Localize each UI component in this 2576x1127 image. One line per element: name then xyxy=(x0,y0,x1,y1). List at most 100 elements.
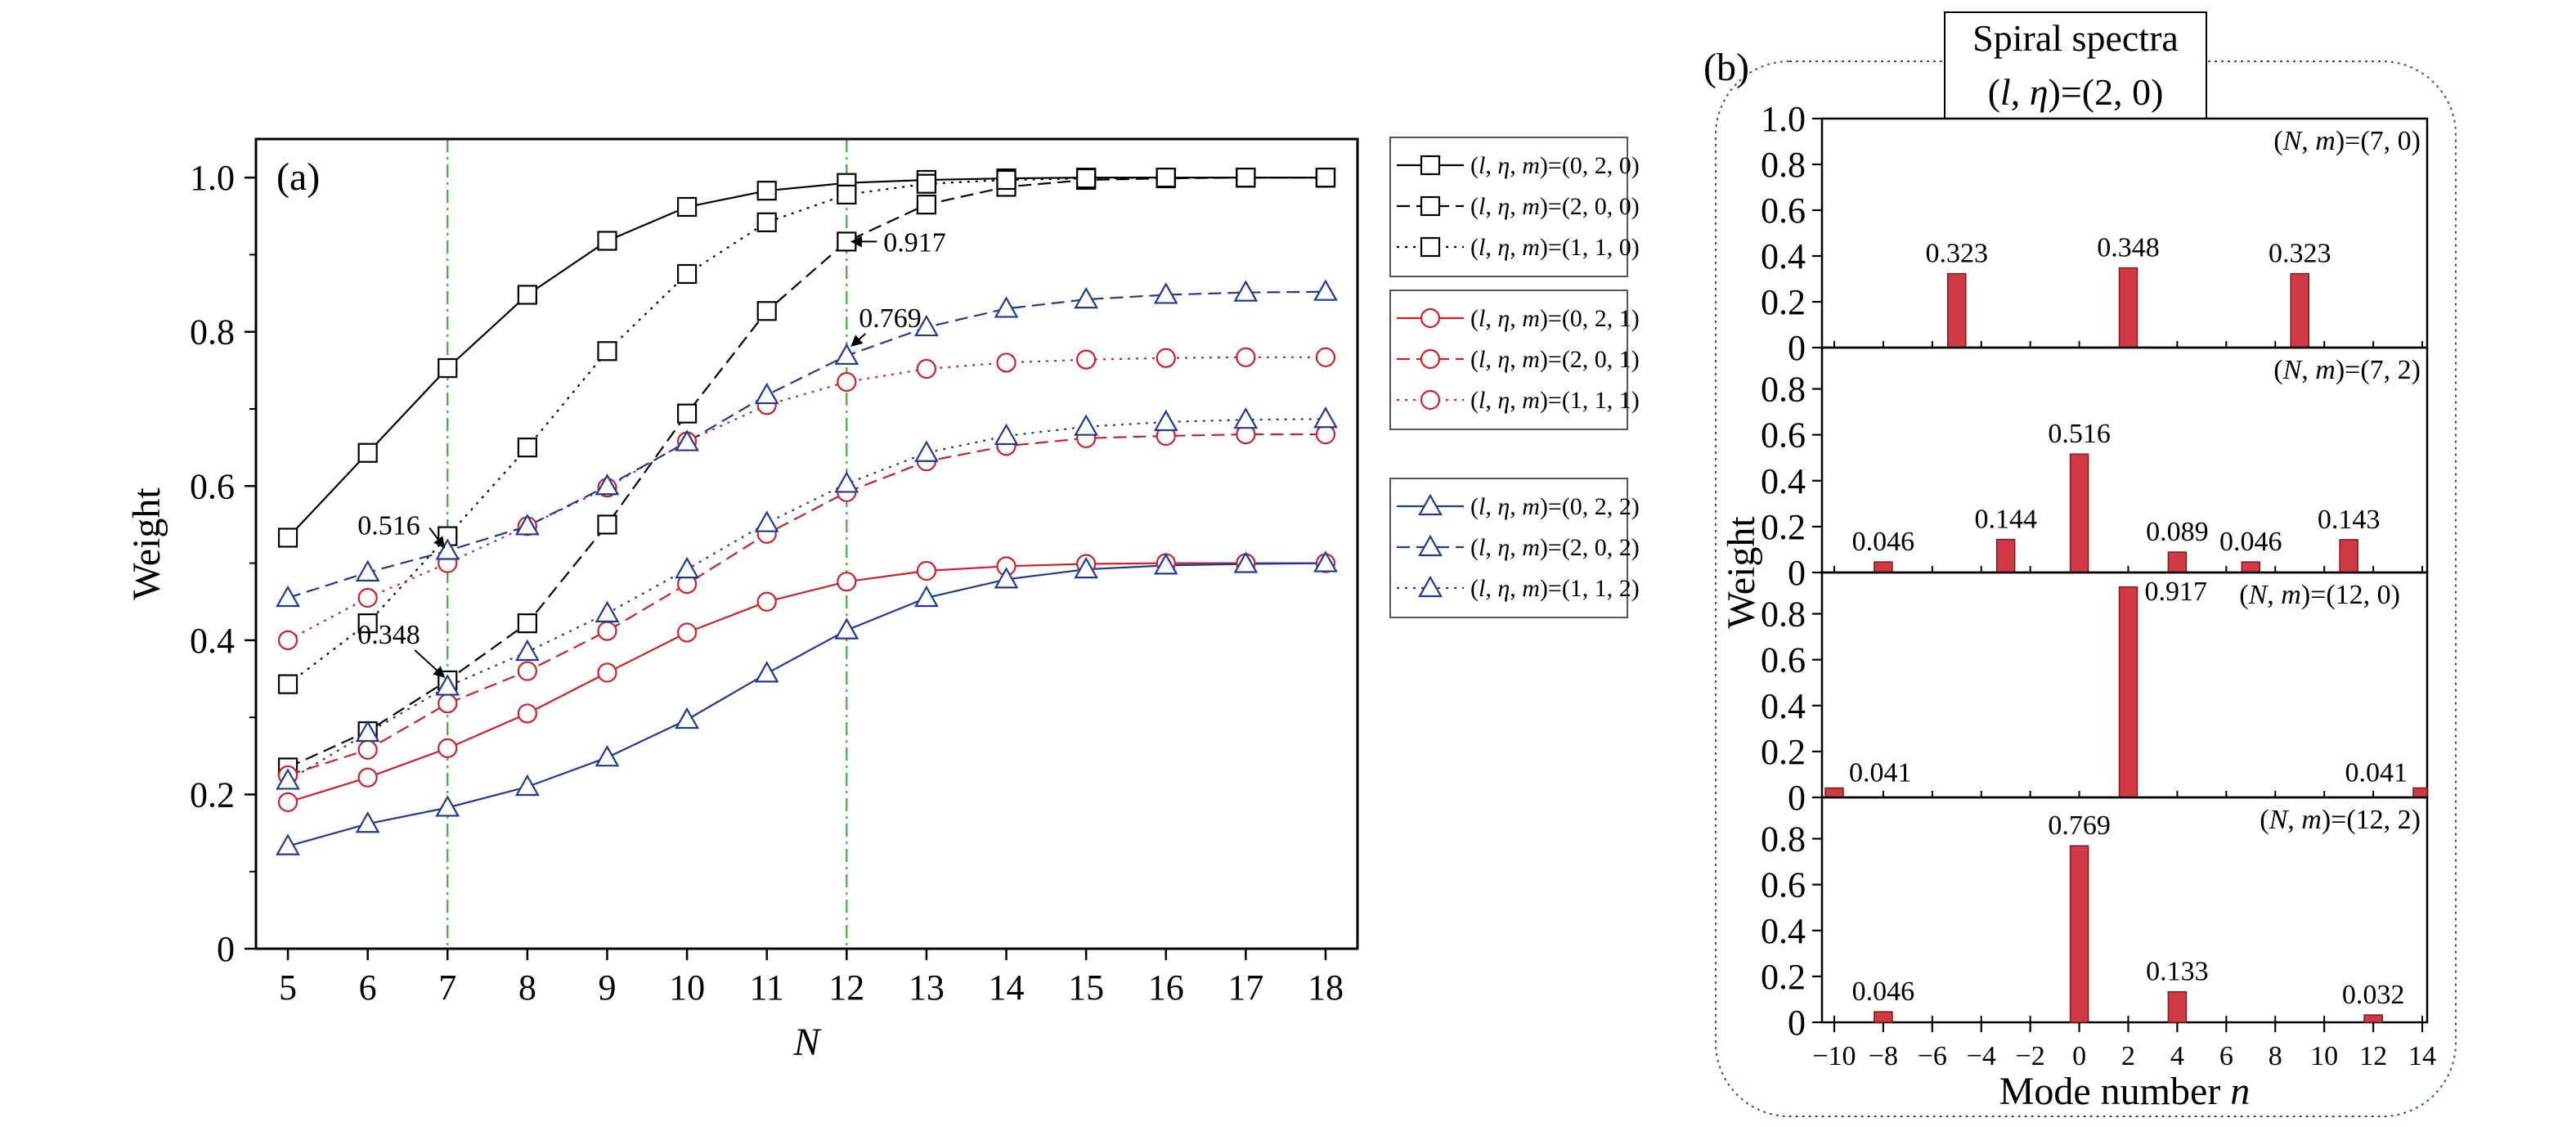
series-7-point-13 xyxy=(914,314,939,337)
series-3-point-8 xyxy=(517,703,537,724)
series-3-point-9 xyxy=(597,662,617,683)
y-tick-label-5: 1.0 xyxy=(190,158,235,198)
series-1-point-10 xyxy=(676,403,698,424)
y-tick-label-4: 0.8 xyxy=(190,312,235,352)
bar-2-n0 xyxy=(2069,453,2089,573)
subplot-3-ytick-label-4: 0.8 xyxy=(1761,595,1806,635)
series-line-2 xyxy=(287,177,1326,685)
bar-4-n0 xyxy=(2069,845,2089,1023)
bar-2-n-3 xyxy=(1995,538,2016,573)
plot-frame-a xyxy=(254,137,1359,950)
series-7-point-15 xyxy=(1074,286,1099,309)
x-tick-label-18: 18 xyxy=(1308,968,1344,1008)
x-tick-label-12: 12 xyxy=(828,968,864,1008)
x-tick-label-15: 15 xyxy=(1068,968,1104,1008)
series-0-point-11 xyxy=(756,181,777,201)
legend-label-1: (l, η, m)=(2, 0, 0) xyxy=(1470,193,1640,220)
series-2-point-12 xyxy=(837,184,857,204)
x-tick-label-6: 6 xyxy=(359,968,377,1008)
series-line-8 xyxy=(287,418,1326,782)
series-6-point-5 xyxy=(276,833,300,855)
series-0-point-5 xyxy=(277,528,298,548)
b-xtick-label-4: 4 xyxy=(2170,1041,2184,1071)
x-tick-label-7: 7 xyxy=(438,968,456,1008)
series-5-point-12 xyxy=(837,371,857,393)
bar-label-3-n2: 0.917 xyxy=(2144,577,2207,607)
subplot-label-2: (N, m)=(7, 2) xyxy=(2273,355,2421,385)
legend-marker-8 xyxy=(1418,575,1443,598)
series-8-point-15 xyxy=(1074,414,1099,436)
bar-2-n11 xyxy=(2339,539,2358,573)
bar-label-2-n-3: 0.144 xyxy=(1974,505,2037,535)
b-xtick-label--4: −4 xyxy=(1967,1041,1996,1071)
series-1-point-9 xyxy=(597,514,617,535)
bar-label-1-n9: 0.323 xyxy=(2269,239,2331,269)
series-line-5 xyxy=(287,356,1326,641)
b-xtick-label-2: 2 xyxy=(2121,1041,2135,1071)
x-axis-label: N xyxy=(792,1021,822,1064)
annotation-0.769: 0.769 xyxy=(859,303,922,334)
bar-label-1-n-5: 0.323 xyxy=(1926,239,1989,269)
subplot-1-ytick-label-1: 0.2 xyxy=(1761,282,1806,322)
subplot-4-ytick-label-1: 0.2 xyxy=(1761,957,1806,997)
series-2-point-9 xyxy=(597,341,617,361)
b-xtick-label-0: 0 xyxy=(2072,1041,2086,1071)
series-5-point-13 xyxy=(916,358,937,379)
series-line-1 xyxy=(287,177,1326,769)
series-0-point-9 xyxy=(597,231,617,251)
series-3-point-13 xyxy=(916,560,937,581)
series-8-point-18 xyxy=(1313,406,1338,429)
annotation-0.348: 0.348 xyxy=(357,620,420,650)
legend-marker-2 xyxy=(1420,236,1441,258)
series-2-point-17 xyxy=(1236,168,1256,188)
bar-label-2-n-8: 0.046 xyxy=(1852,527,1915,557)
bar-label-4-n0: 0.769 xyxy=(2048,810,2111,841)
series-7-point-7 xyxy=(435,538,460,560)
bar-label-2-n4: 0.089 xyxy=(2146,517,2209,547)
series-8-point-10 xyxy=(675,556,699,579)
subplot-3-ytick-label-2: 0.4 xyxy=(1761,686,1806,726)
series-8-point-16 xyxy=(1153,409,1178,432)
series-1-point-13 xyxy=(916,195,937,215)
bar-2-n7 xyxy=(2241,561,2261,573)
bar-2-n-8 xyxy=(1874,561,1893,573)
bar-4-n-8 xyxy=(1874,1011,1893,1023)
panel-a: 5 6 7 8 9 10 11 12 13 14 15 16 17 18 0 0.2 0.4 0.6 0.8 1.0 N… xyxy=(125,137,1640,1064)
bar-3-n-10 xyxy=(1824,787,1844,798)
b-x-axis-label: Mode number n xyxy=(1999,1070,2251,1113)
series-6-point-18 xyxy=(1313,550,1338,572)
series-0-point-8 xyxy=(517,285,537,305)
series-5-point-18 xyxy=(1315,347,1336,367)
series-line-7 xyxy=(287,290,1326,599)
series-8-point-17 xyxy=(1233,406,1259,429)
series-6-point-9 xyxy=(595,744,620,767)
subplot-1-ytick-label-3: 0.6 xyxy=(1761,191,1806,231)
series-4-point-8 xyxy=(517,661,537,681)
series-1-point-11 xyxy=(756,301,777,321)
series-6-point-6 xyxy=(355,811,380,833)
bar-3-n14 xyxy=(2412,787,2428,798)
series-8-point-6 xyxy=(355,720,380,743)
subplot-4-ytick-label-0: 0 xyxy=(1788,1003,1806,1043)
b-xtick-label-12: 12 xyxy=(2359,1041,2387,1071)
series-4-point-6 xyxy=(357,739,378,760)
series-6-point-16 xyxy=(1153,553,1178,575)
bar-2-n4 xyxy=(2167,551,2188,573)
series-2-point-13 xyxy=(916,173,937,194)
series-8-point-5 xyxy=(276,768,300,790)
series-7-point-14 xyxy=(994,296,1019,318)
legend-marker-0 xyxy=(1420,155,1441,176)
series-line-3 xyxy=(287,562,1326,803)
series-6-point-17 xyxy=(1233,551,1259,573)
panel-b: Spiral spectra (l, η)=(2, 0) (b) 0 0.2 0.4 0.6… xyxy=(1703,11,2457,1117)
bar-3-n2 xyxy=(2118,586,2138,798)
bar-label-4-n12: 0.032 xyxy=(2342,980,2405,1010)
spectrum-subplot-2: 0 0.2 0.4 0.6 0.8 0.046 0.144 0.516 0.089 0.046 0.… xyxy=(1761,346,2429,593)
series-1-point-8 xyxy=(517,613,537,634)
series-5-point-6 xyxy=(357,587,378,608)
series-7-point-5 xyxy=(276,585,300,608)
series-2-point-11 xyxy=(756,212,777,232)
subplot-label-4: (N, m)=(12, 2) xyxy=(2260,805,2421,835)
panel-label-b: (b) xyxy=(1703,46,1749,89)
